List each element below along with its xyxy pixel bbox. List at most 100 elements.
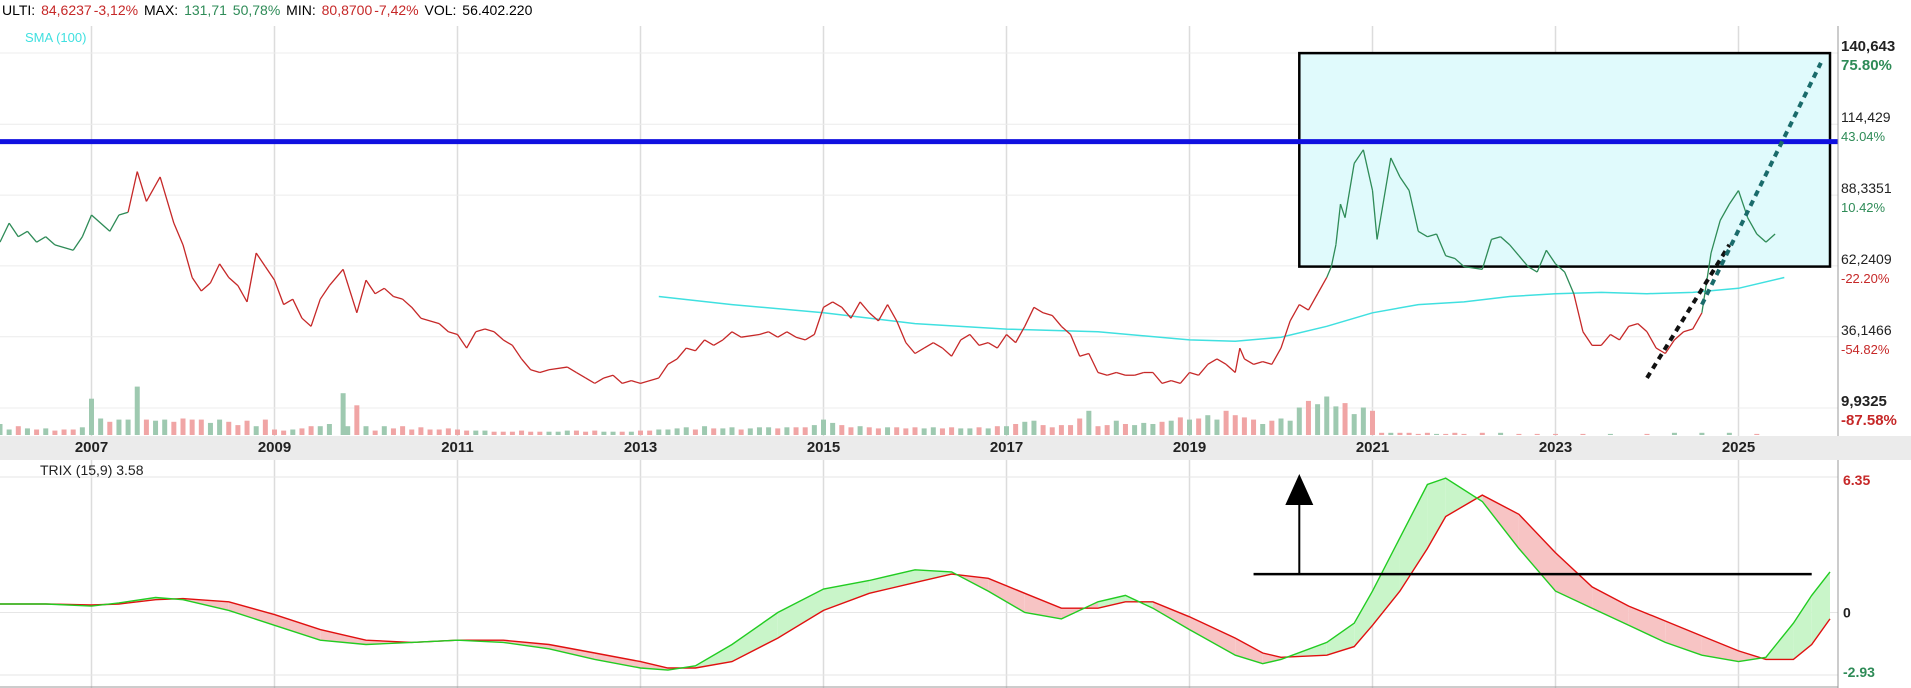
price-segment: [237, 285, 248, 303]
volume-bar: [491, 431, 497, 435]
volume-bar: [1434, 433, 1440, 435]
volume-bar: [1287, 420, 1293, 435]
volume-bar: [1452, 432, 1458, 435]
price-segment: [1692, 312, 1703, 330]
price-segment: [987, 342, 998, 349]
price-segment: [686, 347, 696, 352]
volume-bar: [125, 419, 131, 435]
price-segment: [1417, 230, 1428, 238]
volume-bar: [546, 431, 552, 435]
price-segment: [1637, 323, 1648, 333]
price-segment: [1171, 380, 1181, 384]
volume-bar: [244, 420, 250, 435]
volume-bar: [409, 429, 415, 435]
last-label: ULTI:: [2, 2, 36, 18]
x-tick-label: 2011: [441, 439, 474, 456]
price-segment: [182, 244, 193, 278]
volume-bar: [262, 419, 268, 435]
price-segment: [1518, 255, 1529, 268]
volume-bar: [1534, 433, 1540, 435]
price-tick: 140,643: [1841, 38, 1895, 55]
price-segment: [1491, 236, 1501, 241]
price-segment: [622, 380, 632, 384]
price-segment: [722, 331, 733, 341]
trix-fill: [1372, 537, 1400, 626]
volume-bar: [1699, 432, 1705, 435]
volume-bar: [1022, 421, 1028, 435]
volume-bar: [848, 427, 854, 435]
trix-fill: [1482, 495, 1519, 549]
price-segment: [1646, 331, 1657, 349]
volume-bar: [1461, 433, 1467, 435]
trix-tick: -2.93: [1843, 664, 1875, 680]
volume-bar: [290, 429, 296, 435]
volume-bar: [317, 426, 323, 435]
price-segment: [365, 279, 376, 295]
volume-bar: [52, 430, 58, 435]
price-segment: [1106, 371, 1117, 376]
volume-bar: [445, 428, 451, 435]
price-segment: [1198, 363, 1209, 376]
volume-bar: [1196, 418, 1202, 435]
price-segment: [1747, 217, 1758, 235]
price-segment: [374, 287, 385, 295]
price-segment: [694, 339, 706, 352]
volume-bar: [976, 427, 982, 435]
price-segment: [1239, 347, 1245, 360]
volume-bar: [1068, 425, 1074, 435]
price-segment: [1152, 372, 1163, 384]
price-segment: [594, 377, 605, 384]
price-segment: [777, 331, 788, 338]
volume-bar: [802, 427, 808, 435]
price-segment: [484, 328, 495, 333]
volume-bar: [1296, 407, 1302, 435]
volume-bar: [619, 431, 625, 435]
price-tick: 114,429: [1841, 109, 1891, 125]
volume-bar: [839, 425, 845, 435]
volume-bar: [1141, 422, 1147, 435]
volume-bar: [775, 428, 781, 435]
price-segment: [1582, 331, 1593, 346]
max-change: 50,78%: [232, 2, 281, 18]
volume-bar: [519, 430, 525, 435]
price-segment: [127, 171, 138, 213]
volume-bar: [921, 428, 927, 435]
price-segment: [530, 369, 541, 374]
volume-bar: [299, 428, 305, 435]
x-tick-label: 2007: [75, 439, 108, 456]
price-segment: [264, 266, 276, 281]
price-segment: [1536, 250, 1547, 273]
price-segment: [1664, 339, 1675, 354]
volume-bar: [610, 431, 616, 435]
volume-bar: [89, 398, 94, 435]
trix-fill: [274, 614, 321, 641]
price-segment: [1344, 163, 1355, 218]
volume-bar: [601, 431, 607, 435]
price-segment: [1079, 352, 1090, 357]
price-segment: [1509, 244, 1520, 257]
volume-bar: [418, 427, 424, 435]
price-segment: [1463, 265, 1483, 270]
price-segment: [228, 276, 239, 287]
price-segment: [1362, 149, 1374, 191]
price-segment: [1051, 315, 1062, 327]
price-segment: [886, 304, 898, 322]
max-label: MAX:: [143, 2, 179, 18]
volume-bar: [720, 428, 726, 435]
volume-bar: [1214, 419, 1220, 435]
price-segment: [1207, 358, 1218, 365]
price-segment: [1408, 190, 1419, 232]
price-segment: [1545, 249, 1557, 265]
last-value: 84,6237: [41, 2, 92, 18]
price-segment: [658, 363, 669, 379]
volume-bar: [43, 428, 49, 435]
price-segment: [667, 358, 678, 365]
volume-bar: [1342, 403, 1348, 435]
volume-bar: [1278, 418, 1284, 435]
volume-bar: [1580, 433, 1586, 435]
volume-bar: [528, 431, 534, 435]
price-segment: [219, 263, 230, 278]
price-segment: [118, 211, 129, 216]
volume-bar: [1726, 432, 1732, 435]
